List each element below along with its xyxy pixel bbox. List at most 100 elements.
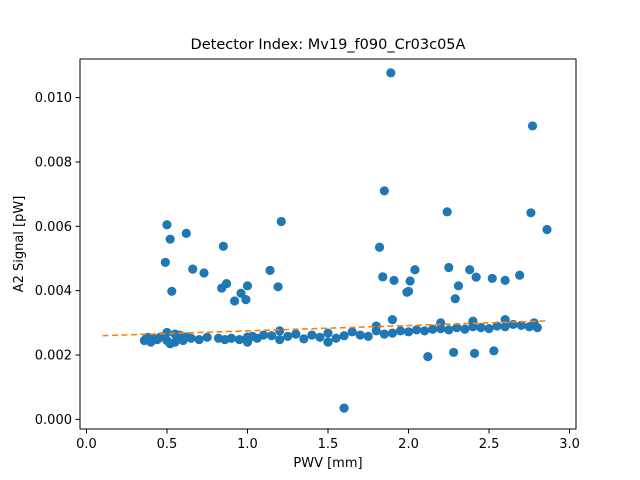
scatter-point [241, 295, 251, 305]
scatter-point [395, 326, 406, 336]
scatter-point [160, 257, 170, 267]
scatter-point [170, 337, 180, 347]
scatter-point [469, 348, 480, 358]
scatter-point [492, 321, 502, 331]
y-tick-label: 0.010 [35, 91, 72, 106]
scatter-point [453, 281, 464, 291]
scatter-point [181, 228, 191, 238]
scatter-point [476, 323, 486, 333]
scatter-point [452, 323, 462, 333]
scatter-point [226, 333, 236, 343]
scatter-point [444, 325, 454, 335]
scatter-point [428, 324, 438, 334]
scatter-point [339, 331, 349, 341]
scatter-points [139, 68, 552, 413]
scatter-point [526, 208, 536, 218]
x-axis-ticks: 0.0 0.5 1.0 1.5 2.0 2.5 3.0 [76, 429, 580, 452]
scatter-point [465, 265, 475, 275]
scatter-point [527, 121, 538, 131]
scatter-point [276, 216, 286, 227]
scatter-point [371, 321, 381, 331]
x-tick-label: 1.5 [318, 437, 339, 452]
scatter-point [315, 332, 325, 342]
scatter-point [283, 331, 293, 341]
scatter-point [374, 242, 385, 252]
scatter-point [242, 281, 253, 291]
scatter-point [199, 268, 209, 278]
scatter-point [273, 282, 283, 292]
scatter-point [162, 220, 172, 230]
scatter-point [410, 265, 420, 275]
scatter-point [515, 270, 525, 280]
scatter-point [275, 334, 285, 345]
plot-area [102, 68, 552, 413]
scatter-point [331, 333, 341, 343]
x-tick-label: 2.0 [398, 437, 419, 452]
scatter-point [221, 278, 232, 289]
x-tick-label: 0.0 [76, 437, 97, 452]
scatter-point [436, 318, 446, 328]
x-tick-label: 3.0 [559, 437, 580, 452]
scatter-point [403, 327, 414, 337]
y-tick-label: 0.008 [35, 155, 72, 170]
fit-line [102, 320, 549, 337]
scatter-point [355, 330, 365, 340]
scatter-point [442, 207, 452, 217]
scatter-point [242, 337, 253, 347]
scatter-point [449, 347, 459, 358]
chart-title: Detector Index: Mv19_f090_Cr03c05A [191, 37, 466, 53]
scatter-point [275, 326, 285, 336]
scatter-point [471, 272, 481, 282]
scatter-point [500, 275, 510, 285]
scatter-point [379, 186, 389, 196]
scatter-point [165, 234, 175, 244]
scatter-point [389, 275, 399, 285]
scatter-point [363, 331, 373, 341]
scatter-point [188, 264, 198, 274]
y-axis-ticks: 0.000 0.002 0.004 0.006 0.008 0.010 [35, 91, 80, 428]
scatter-point [411, 325, 422, 335]
scatter-point [265, 265, 275, 275]
scatter-point [291, 329, 301, 339]
scatter-point [379, 329, 389, 339]
y-tick-label: 0.004 [35, 284, 72, 299]
y-tick-label: 0.006 [35, 220, 72, 235]
scatter-point [500, 322, 510, 332]
scatter-point [468, 316, 478, 326]
scatter-point [307, 330, 317, 340]
scatter-point [420, 326, 430, 336]
scatter-point [339, 403, 349, 413]
scatter-point [323, 337, 333, 347]
scatter-point [516, 320, 526, 330]
scatter-point [386, 68, 396, 78]
scatter-point [230, 296, 240, 306]
scatter-point [542, 224, 552, 235]
y-axis-label: A2 Signal [pW] [12, 196, 27, 293]
scatter-point [234, 334, 245, 345]
scatter-point [387, 328, 398, 338]
scatter-point [444, 262, 454, 273]
scatter-point [529, 318, 539, 328]
scatter-point [167, 286, 177, 296]
scatter-point [378, 272, 388, 282]
scatter-point [405, 276, 415, 286]
scatter-point [423, 352, 433, 362]
scatter-point [489, 346, 499, 356]
scatter-point [218, 241, 228, 251]
x-tick-label: 2.5 [479, 437, 500, 452]
scatter-point [487, 273, 497, 284]
y-tick-label: 0.000 [35, 413, 72, 428]
scatter-point [299, 334, 309, 344]
scatter-point [162, 327, 172, 338]
scatter-point [202, 332, 212, 342]
x-axis-label: PWV [mm] [293, 456, 362, 471]
x-tick-label: 1.0 [237, 437, 258, 452]
scatter-point [387, 315, 398, 325]
scatter-point [194, 334, 204, 345]
scatter-point [236, 288, 246, 298]
scatter-point [267, 331, 277, 341]
x-tick-label: 0.5 [157, 437, 178, 452]
scatter-point [186, 333, 196, 343]
